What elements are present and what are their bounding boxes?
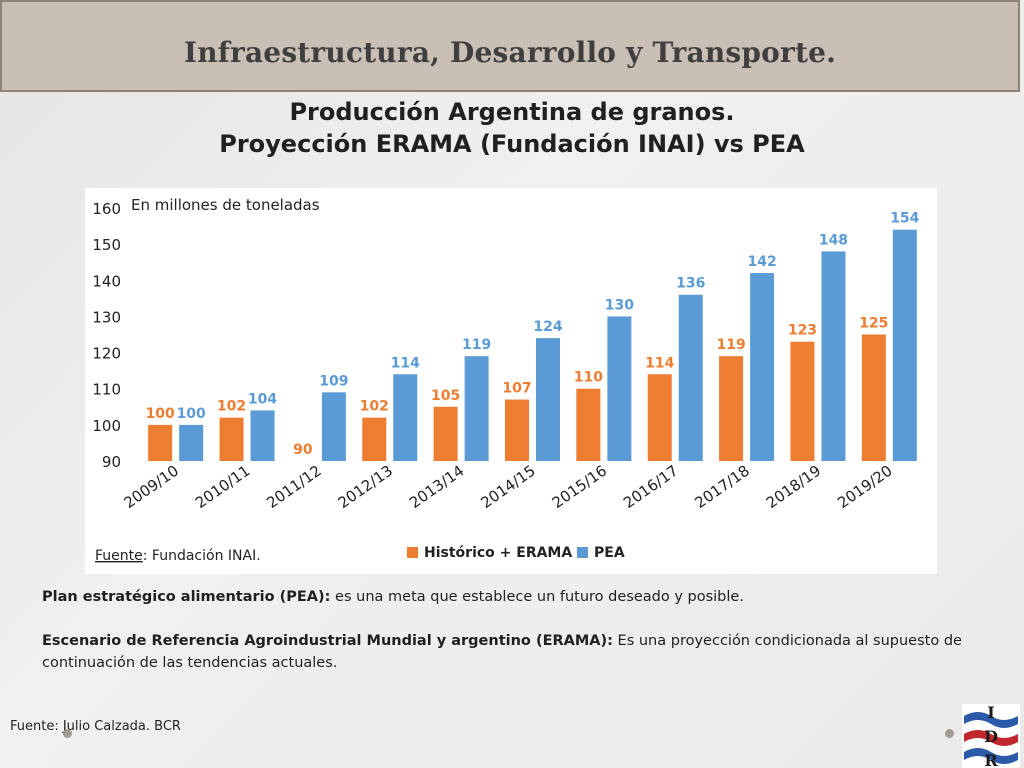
x-tick-label: 2013/14: [406, 462, 467, 512]
y-tick-label: 90: [102, 453, 121, 471]
data-label-blue: 109: [319, 373, 348, 389]
x-tick-label: 2016/17: [620, 462, 681, 512]
data-label-blue: 124: [533, 319, 562, 335]
erama-definition: Escenario de Referencia Agroindustrial M…: [42, 630, 1012, 674]
data-label-blue: 148: [819, 232, 848, 248]
y-tick-label: 110: [92, 381, 121, 399]
data-label-orange: 107: [502, 381, 531, 397]
data-label-orange: 90: [293, 442, 313, 458]
bar-orange: [219, 417, 244, 461]
slide-title-line2: Proyección ERAMA (Fundación INAI) vs PEA: [219, 130, 805, 158]
legend-swatch: [407, 547, 418, 558]
bar-orange: [505, 399, 529, 461]
data-label-orange: 102: [360, 399, 389, 415]
bar-blue: [750, 273, 775, 461]
data-label-blue: 114: [391, 355, 420, 371]
header-title: Infraestructura, Desarrollo y Transporte…: [183, 36, 837, 69]
data-label-blue: 130: [605, 297, 634, 313]
x-tick-label: 2011/12: [263, 462, 324, 512]
header-banner: [0, 0, 1020, 92]
bar-orange: [362, 417, 387, 461]
bar-orange: [790, 341, 815, 461]
slide-title: Producción Argentina de granos. Proyecci…: [0, 96, 1024, 160]
data-label-blue: 154: [890, 211, 919, 227]
data-label-blue: 100: [177, 406, 206, 422]
data-label-blue: 119: [462, 337, 491, 353]
bar-orange: [861, 334, 886, 461]
bar-orange: [647, 374, 672, 461]
logo-letter-r: R: [984, 751, 998, 768]
bar-blue: [393, 374, 418, 461]
x-tick-label: 2009/10: [121, 462, 182, 512]
data-label-orange: 123: [788, 323, 817, 339]
chart-source-label: Fuente: [95, 548, 143, 564]
pea-text: es una meta que establece un futuro dese…: [330, 589, 744, 605]
bar-orange: [576, 388, 601, 461]
slide-title-line1: Producción Argentina de granos.: [289, 98, 735, 126]
y-tick-label: 150: [92, 236, 121, 254]
data-label-orange: 114: [645, 355, 674, 371]
bar-orange: [148, 424, 173, 461]
data-label-orange: 105: [431, 388, 460, 404]
x-tick-label: 2014/15: [477, 462, 538, 512]
y-tick-label: 160: [92, 200, 121, 218]
chart-source: Fuente: Fundación INAI.: [95, 548, 261, 564]
x-tick-label: 2012/13: [335, 462, 396, 512]
bar-blue: [179, 424, 204, 461]
bar-blue: [821, 251, 846, 461]
x-tick-label: 2010/11: [192, 462, 253, 512]
data-label-orange: 125: [859, 316, 888, 332]
x-tick-label: 2017/18: [692, 462, 753, 512]
idr-logo: I D R: [962, 704, 1020, 768]
chart-source-value: : Fundación INAI.: [143, 548, 261, 564]
data-label-blue: 104: [248, 391, 277, 407]
bar-blue: [678, 294, 703, 461]
bar-orange: [719, 356, 744, 461]
bar-blue: [321, 392, 346, 461]
bar-blue: [464, 356, 489, 461]
unit-label: En millones de toneladas: [131, 196, 320, 214]
x-tick-label: 2018/19: [763, 462, 824, 512]
data-label-orange: 110: [574, 370, 603, 386]
y-tick-label: 100: [92, 417, 121, 435]
logo-letter-d: D: [984, 727, 998, 746]
bullet-dot-left: [63, 729, 72, 738]
x-tick-label: 2019/20: [834, 462, 895, 512]
bar-orange: [433, 406, 458, 461]
data-label-blue: 136: [676, 276, 705, 292]
description: Plan estratégico alimentario (PEA): es u…: [42, 586, 1012, 674]
y-tick-label: 140: [92, 272, 121, 290]
data-label-orange: 119: [716, 337, 745, 353]
bullet-dot-right: [945, 729, 954, 738]
erama-term: Escenario de Referencia Agroindustrial M…: [42, 633, 613, 649]
legend-label: Histórico + ERAMA: [424, 545, 572, 561]
bar-blue: [892, 229, 917, 461]
pea-term: Plan estratégico alimentario (PEA):: [42, 589, 331, 605]
y-tick-label: 120: [92, 345, 121, 363]
y-tick-label: 130: [92, 308, 121, 326]
chart-container: 90 100 110 120 130 140 150 160 En millones de to…: [85, 188, 937, 574]
logo-letter-i: I: [987, 704, 994, 722]
bar-chart: 90 100 110 120 130 140 150 160 En millones de to…: [92, 196, 919, 564]
legend-swatch: [577, 547, 588, 558]
bar-blue: [250, 410, 275, 461]
legend-label: PEA: [594, 545, 625, 561]
erama-text: Es una proyección condicionada al supues…: [42, 633, 962, 671]
footer-source: Fuente: Julio Calzada. BCR: [10, 719, 181, 734]
bar-blue: [536, 338, 560, 461]
data-label-blue: 142: [747, 254, 776, 270]
x-tick-label: 2015/16: [549, 462, 610, 512]
bar-blue: [607, 316, 632, 461]
data-label-orange: 100: [146, 406, 175, 422]
data-label-orange: 102: [217, 399, 246, 415]
pea-definition: Plan estratégico alimentario (PEA): es u…: [42, 586, 1012, 608]
